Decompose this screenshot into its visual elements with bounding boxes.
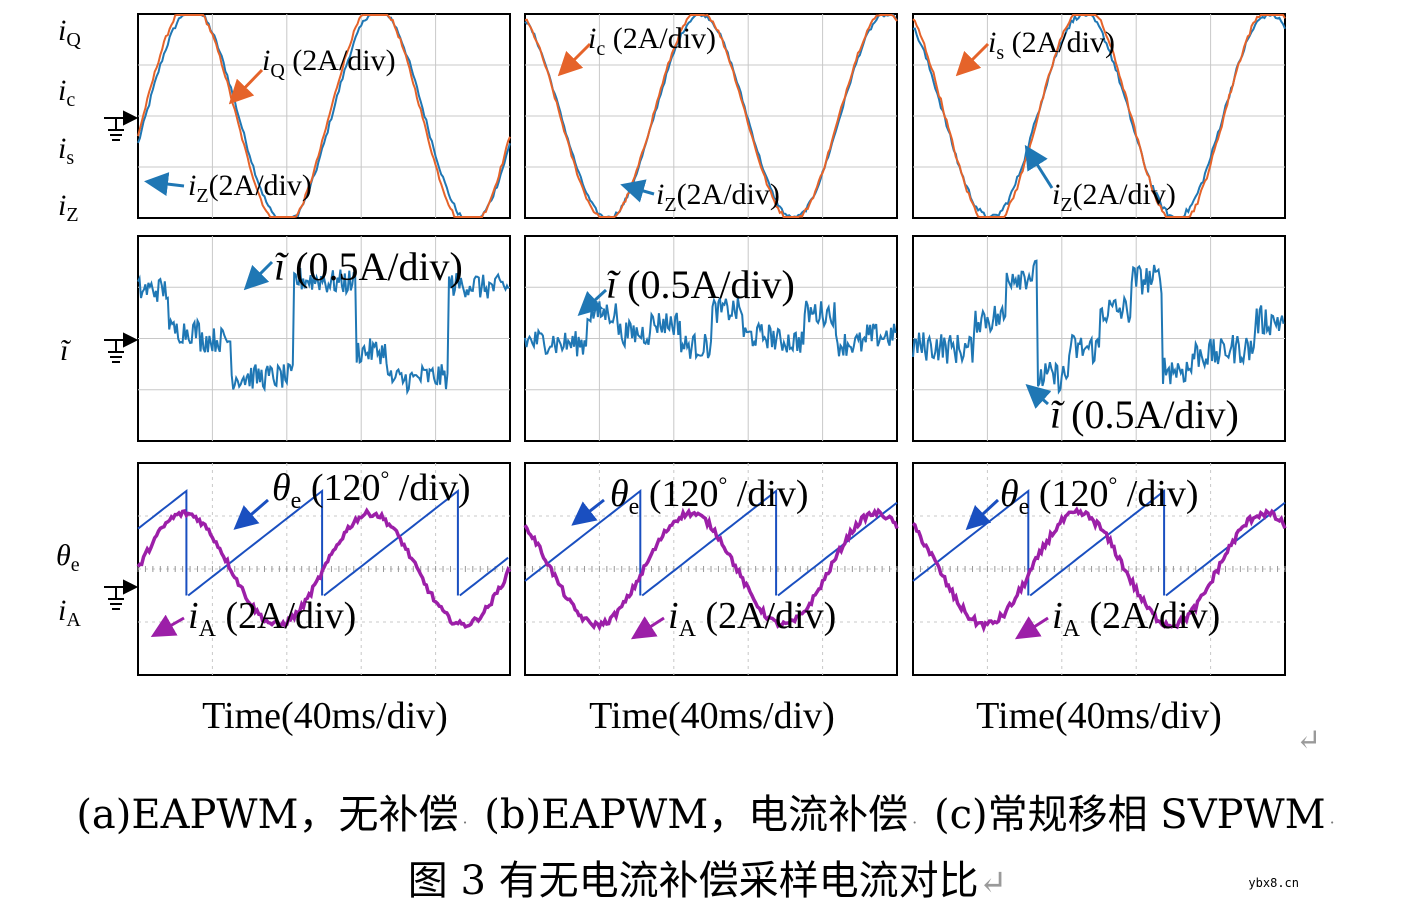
annotation-a-iZ: iZ(2A/div) xyxy=(144,169,312,207)
svg-text:ĩ (0.5A/div): ĩ (0.5A/div) xyxy=(274,244,463,289)
return-mark: ↵ xyxy=(1296,723,1321,758)
panel-b-row2 xyxy=(524,235,898,442)
panel-c-row3 xyxy=(911,462,1287,676)
series--line xyxy=(912,259,1285,395)
svg-text:iA (2A/div): iA (2A/div) xyxy=(1052,595,1220,642)
series--line xyxy=(137,268,510,396)
series-iA-line xyxy=(136,507,512,630)
svg-text:θe (120° /div): θe (120° /div) xyxy=(1000,472,1199,520)
axis-label-iA: iA xyxy=(58,594,81,631)
ground-marker-row3 xyxy=(104,579,139,610)
series-ic-line xyxy=(524,13,898,218)
subcaption-c: (c)常规移相 SVPWM xyxy=(933,792,1326,838)
series-theta-e-line xyxy=(1029,488,1166,597)
svg-text:iZ(2A/div): iZ(2A/div) xyxy=(188,169,312,207)
watermark: ybx8.cn xyxy=(1248,876,1299,890)
axis-label-theta-e: θe xyxy=(56,539,80,576)
series-theta-e-line xyxy=(323,488,459,597)
panel-a-row1 xyxy=(137,13,511,219)
annotation-b-iA: iA (2A/div) xyxy=(630,595,836,642)
svg-text:iZ(2A/div): iZ(2A/div) xyxy=(656,178,780,216)
series-theta-e-line xyxy=(912,488,1030,596)
svg-text:ic (2A/div): ic (2A/div) xyxy=(588,22,716,60)
panel-c-row1 xyxy=(912,13,1286,219)
series-iA-line xyxy=(911,506,1287,634)
x-axis-label-b: Time(40ms/div) xyxy=(589,695,835,737)
subcaptions: (a)EAPWM，无补偿 · (b)EAPWM，电流补偿 · (c)常规移相 SVP… xyxy=(76,792,1335,838)
annotation-c-theta: θe (120° /div) xyxy=(965,472,1199,531)
series-theta-e-line xyxy=(187,488,324,597)
svg-text:iZ(2A/div): iZ(2A/div) xyxy=(1052,178,1176,216)
subcaption-b: (b)EAPWM，电流补偿 xyxy=(484,792,909,838)
panel-a-row3 xyxy=(136,462,512,676)
annotation-c-iZ: iZ(2A/div) xyxy=(1024,144,1176,216)
figure-caption: 图 3 有无电流补偿采样电流对比↵ xyxy=(407,858,1008,904)
series--line xyxy=(524,297,897,361)
svg-text:ĩ (0.5A/div): ĩ (0.5A/div) xyxy=(606,262,795,307)
panel-a-row2 xyxy=(137,235,511,442)
svg-text:θe (120° /div): θe (120° /div) xyxy=(610,472,809,520)
svg-text:θe (120° /div): θe (120° /div) xyxy=(272,466,471,514)
panel-b-row3 xyxy=(523,462,899,676)
series-theta-e-line xyxy=(524,488,642,596)
svg-text:iA (2A/div): iA (2A/div) xyxy=(668,595,836,642)
axis-label-is: is xyxy=(58,132,74,169)
figure-caption-text: 图 3 有无电流补偿采样电流对比 xyxy=(407,858,979,904)
x-axis-label-c: Time(40ms/div) xyxy=(976,695,1222,737)
subcaption-a: (a)EAPWM，无补偿 xyxy=(76,792,459,838)
axis-label-ic: ic xyxy=(58,74,75,111)
axis-label-itilde: ĩ xyxy=(60,334,72,367)
axis-label-iQ: iQ xyxy=(58,14,81,51)
panel-c-row2 xyxy=(912,235,1286,442)
series-iA-line xyxy=(523,507,899,632)
annotation-a-iQ: iQ (2A/div) xyxy=(228,44,396,105)
svg-text:iA (2A/div): iA (2A/div) xyxy=(188,595,356,642)
annotation-b-theta: θe (120° /div) xyxy=(571,472,809,526)
annotation-b-ic: ic (2A/div) xyxy=(557,22,716,77)
svg-text:iQ (2A/div): iQ (2A/div) xyxy=(262,44,396,82)
svg-text:ĩ (0.5A/div): ĩ (0.5A/div) xyxy=(1050,392,1239,437)
series-iQ-line xyxy=(137,14,511,218)
annotation-b-iZ: iZ(2A/div) xyxy=(620,178,780,216)
annotation-b-itilde: ĩ (0.5A/div) xyxy=(577,262,795,317)
annotation-c-is: is (2A/div) xyxy=(955,26,1115,77)
series-theta-e-line xyxy=(459,556,509,597)
series-theta-e-line xyxy=(641,488,778,597)
ground-marker-row2 xyxy=(104,332,139,363)
annotation-c-iA: iA (2A/div) xyxy=(1014,595,1220,642)
annotation-a-theta: θe (120° /div) xyxy=(233,466,471,530)
annotation-c-itilde: ĩ (0.5A/div) xyxy=(1025,384,1239,437)
annotation-a-itilde: ĩ (0.5A/div) xyxy=(243,244,463,291)
series-theta-e-line xyxy=(137,488,188,596)
svg-text:is (2A/div): is (2A/div) xyxy=(988,26,1115,64)
annotation-a-iA: iA (2A/div) xyxy=(150,595,356,642)
ground-marker-row1 xyxy=(104,110,139,141)
series-is-line xyxy=(912,14,1286,218)
axis-label-iZ: iZ xyxy=(58,189,79,226)
x-axis-label-a: Time(40ms/div) xyxy=(202,695,448,737)
